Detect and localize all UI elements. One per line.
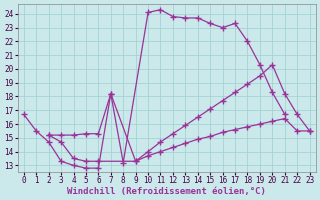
X-axis label: Windchill (Refroidissement éolien,°C): Windchill (Refroidissement éolien,°C) — [67, 187, 266, 196]
